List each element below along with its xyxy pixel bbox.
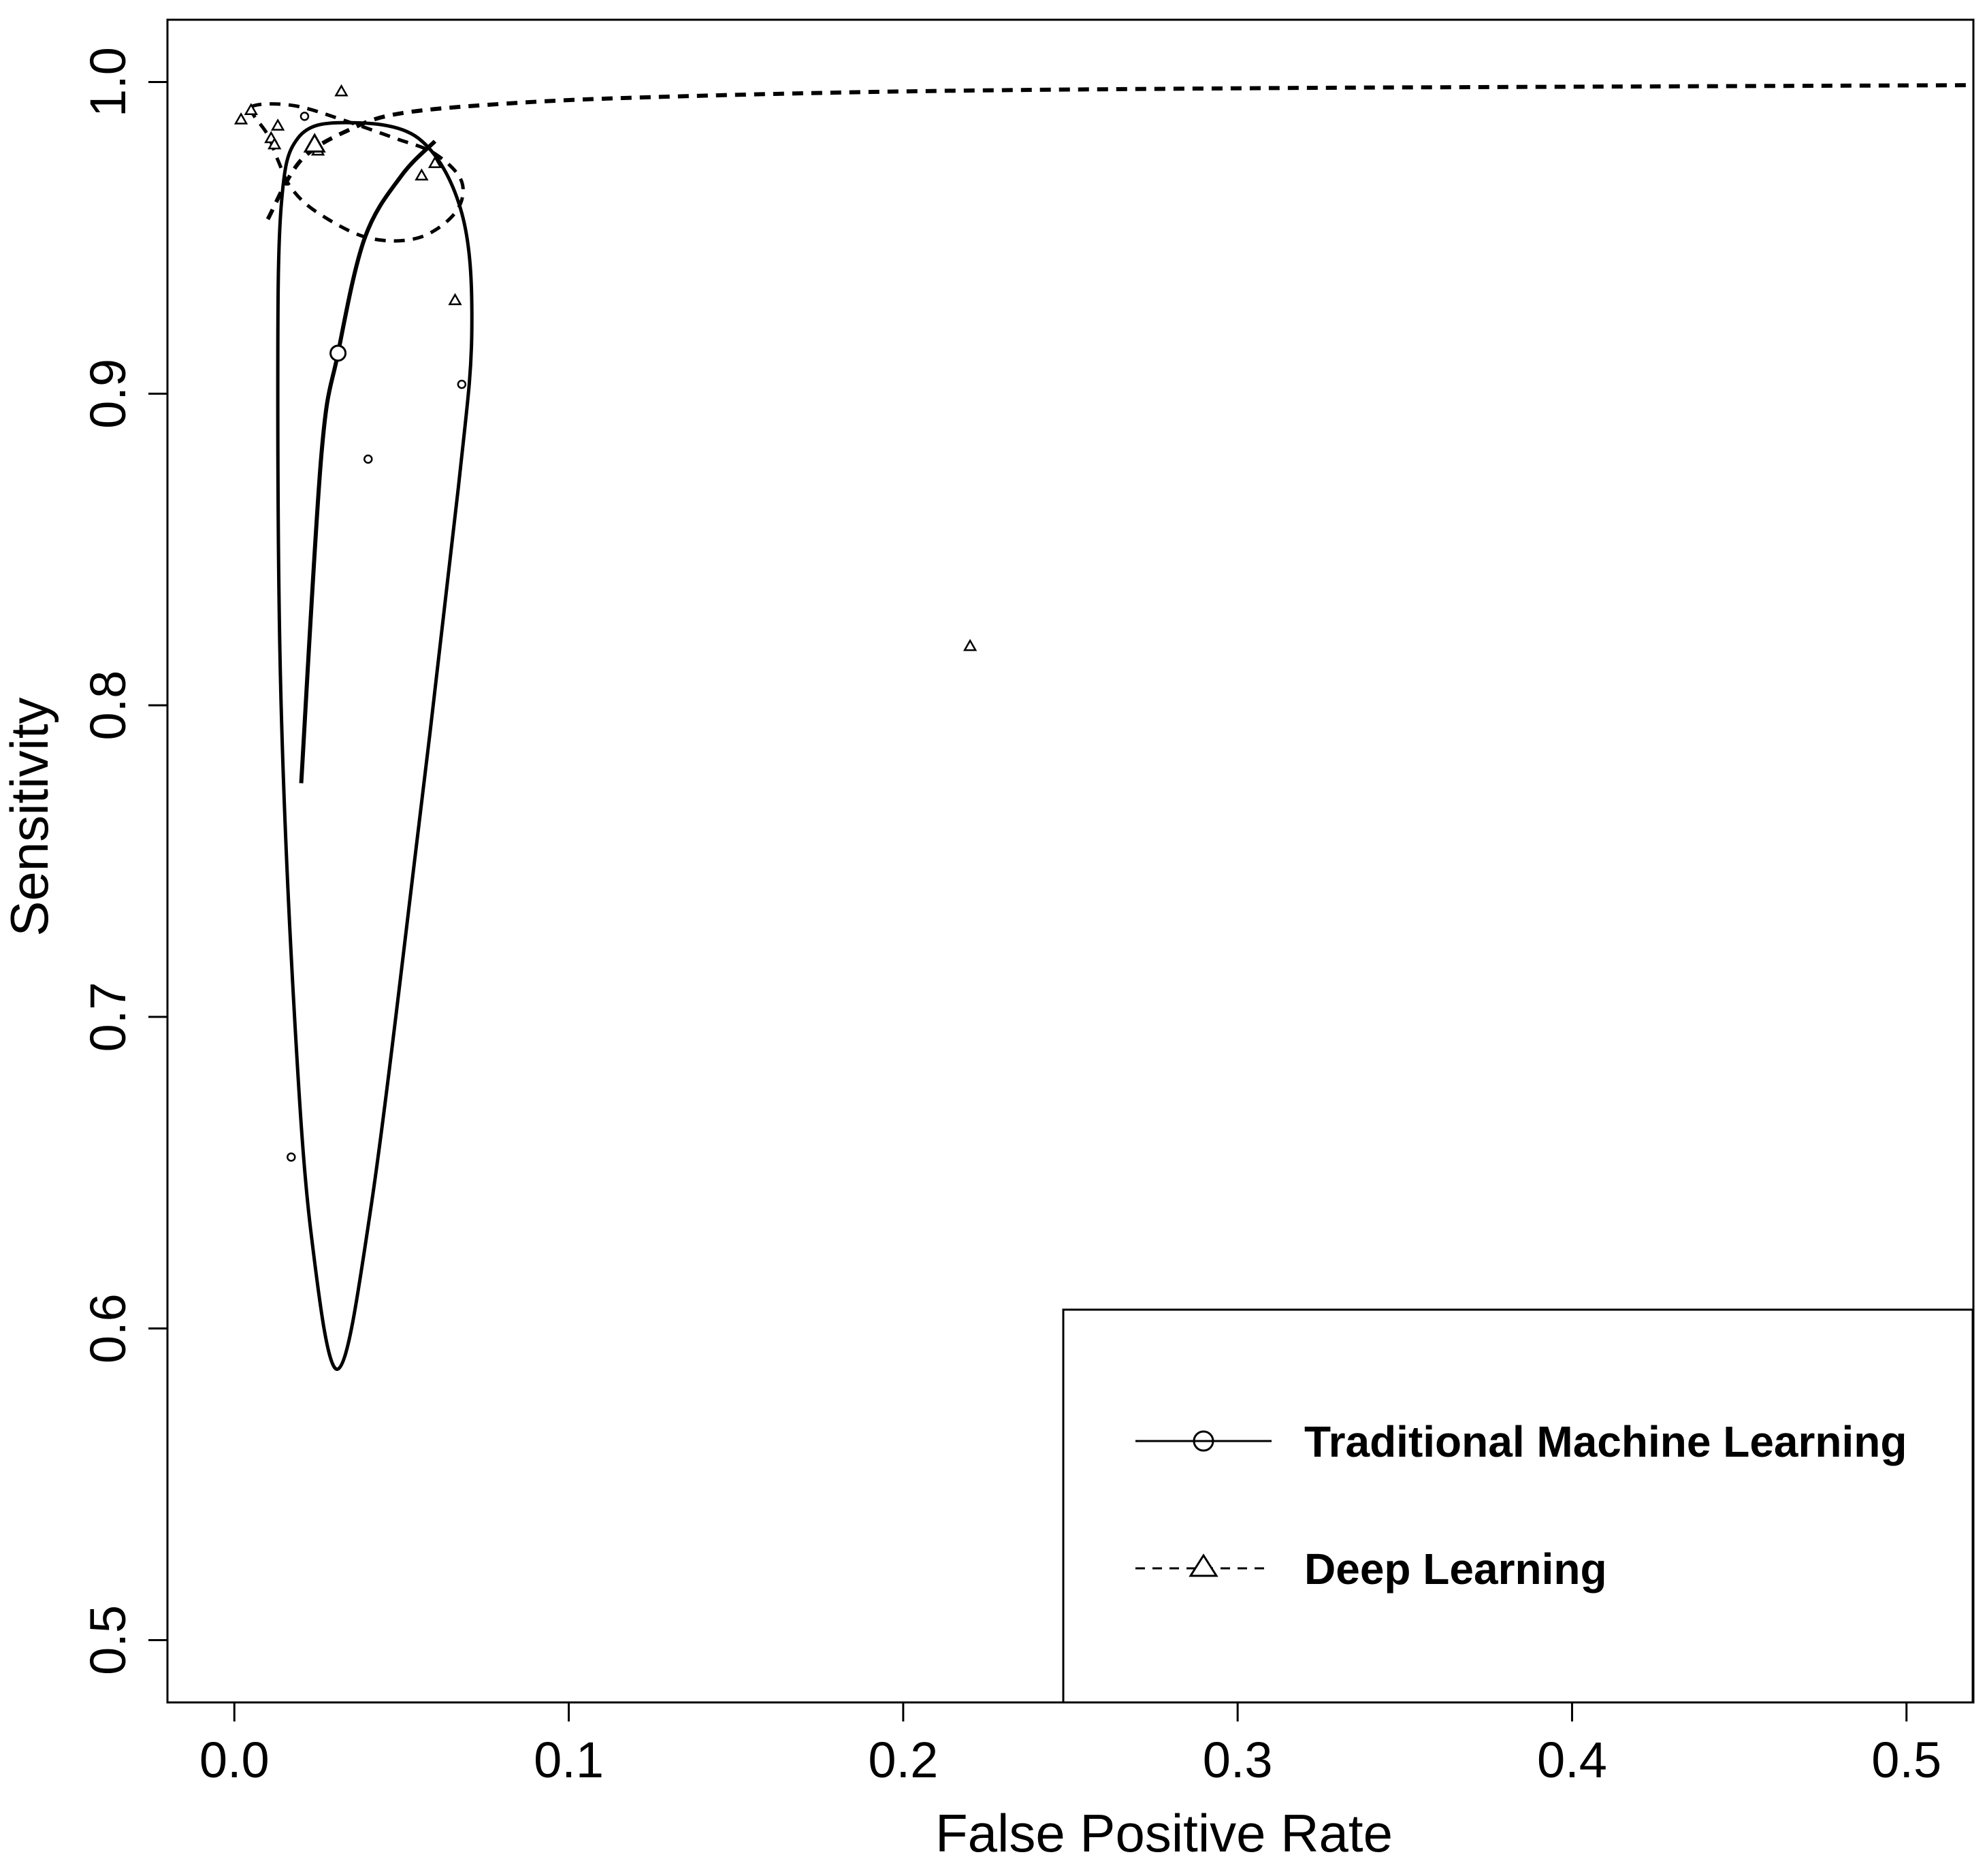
series-layer	[233, 83, 1974, 1371]
series-tml	[276, 112, 474, 1371]
dl-study-point	[448, 293, 462, 306]
tml-study-point	[300, 112, 310, 121]
tml-study-point	[287, 1152, 296, 1162]
dl-summary-point	[303, 133, 326, 153]
dl-study-point	[334, 84, 349, 97]
x-tick-label: 0.5	[1871, 1732, 1941, 1788]
y-tick-label: 1.0	[80, 47, 136, 117]
y-tick-label: 0.8	[80, 670, 136, 741]
dl-confidence-region	[248, 102, 465, 243]
legend: Traditional Machine Learning Deep Learni…	[1062, 1308, 1974, 1704]
tml-confidence-region	[276, 120, 474, 1371]
y-tick-label: 0.6	[80, 1293, 136, 1363]
x-tick-label: 0.3	[1203, 1732, 1273, 1788]
legend-box	[1062, 1308, 1974, 1704]
dl-study-point	[268, 137, 282, 150]
y-tick-label: 0.9	[80, 359, 136, 429]
x-axis-title: False Positive Rate	[935, 1803, 1393, 1863]
legend-label-tml: Traditional Machine Learning	[1304, 1417, 1907, 1466]
y-tick-label: 0.5	[80, 1605, 136, 1675]
x-tick-label: 0.4	[1537, 1732, 1607, 1788]
series-dl	[233, 83, 1974, 651]
x-tick-label: 0.1	[534, 1732, 604, 1788]
y-axis-title: Sensitivity	[0, 697, 59, 936]
dl-study-point	[270, 118, 285, 131]
tml-study-point	[364, 454, 373, 464]
dl-sroc-curve	[265, 83, 1974, 221]
dl-study-point	[233, 112, 248, 125]
dl-study-point	[427, 156, 442, 168]
tml-study-point	[457, 379, 467, 389]
axes: 0.0 0.1 0.2 0.3 0.4 0.5 0.5 0.6 0.7 0.8 0.9 1.0	[80, 47, 1941, 1788]
dl-study-point	[963, 638, 978, 651]
x-tick-label: 0.2	[868, 1732, 938, 1788]
legend-label-dl: Deep Learning	[1304, 1545, 1607, 1594]
tml-summary-point	[329, 344, 347, 362]
y-tick-label: 0.7	[80, 982, 136, 1052]
legend-dl-triangle-icon	[1189, 1553, 1218, 1577]
dl-study-point	[415, 168, 429, 181]
dl-study-point	[244, 103, 258, 116]
legend-tml-circle-icon	[1193, 1430, 1214, 1452]
x-tick-label: 0.0	[199, 1732, 270, 1788]
